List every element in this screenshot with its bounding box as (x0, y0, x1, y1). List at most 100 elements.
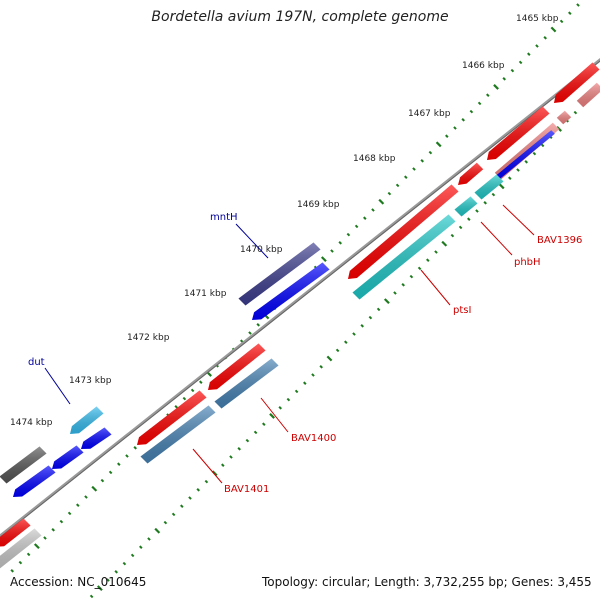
inner-ruler-tick (335, 348, 340, 353)
inner-ruler-tick (89, 594, 94, 599)
ruler-tick (527, 52, 531, 56)
ruler-tick (461, 118, 465, 122)
inner-ruler-tick (180, 504, 184, 508)
inner-ruler-tick (344, 340, 348, 344)
ruler-tick (363, 216, 367, 220)
ruler-label: 1468 kbp (353, 154, 396, 164)
ruler-tick (26, 552, 31, 557)
ruler-tick (510, 68, 515, 73)
ruler-tick (84, 495, 88, 499)
gene-label-ptsi[interactable]: ptsI (453, 305, 471, 316)
ruler-tick (33, 543, 40, 550)
ruler-tick (543, 36, 547, 40)
accession-info: Accession: NC_010645 (10, 575, 146, 589)
gene-forward-light-shade (556, 110, 572, 125)
gene-label-mnth[interactable]: mntH (210, 212, 238, 223)
gene-forward-shade (137, 390, 207, 445)
gene-label-bav1400[interactable]: BAV1400 (291, 433, 336, 444)
inner-ruler-tick (294, 389, 299, 394)
ruler-tick (51, 528, 55, 532)
ruler-tick (493, 84, 499, 90)
gene-cyan-shade (352, 214, 456, 300)
inner-ruler-tick (434, 250, 438, 254)
gene-label-bav1401[interactable]: BAV1401 (224, 484, 269, 495)
inner-ruler-tick (475, 209, 479, 213)
inner-ruler-tick (401, 283, 405, 287)
ruler-tick (320, 256, 327, 263)
inner-ruler-tick (286, 397, 291, 402)
inner-ruler-tick (508, 176, 512, 180)
gene-reverse-shade (81, 427, 112, 449)
gene-forward-shade (458, 162, 484, 185)
ruler-tick (354, 224, 359, 229)
inner-ruler-tick (147, 537, 151, 541)
inner-ruler-tick (458, 225, 463, 230)
accession-label: Accession: (10, 575, 74, 589)
inner-ruler-tick (114, 570, 118, 574)
ruler-tick (133, 446, 137, 450)
gene-forward-light-shade (576, 82, 600, 108)
gene-label-phbh[interactable]: phbH (514, 257, 541, 268)
inner-ruler-tick (352, 332, 356, 336)
gene-reverse-shade (252, 262, 330, 320)
inner-ruler-tick (516, 168, 520, 172)
genes-value: 3,455 (557, 575, 592, 589)
length-label: Length: (374, 575, 420, 589)
ruler-tick (559, 19, 564, 24)
topology-label: Topology: (262, 575, 319, 589)
inner-ruler-tick (188, 496, 192, 500)
ruler-tick (445, 134, 449, 138)
inner-ruler-tick (171, 512, 176, 517)
ruler-tick (125, 454, 129, 458)
gene-mntH-shade (238, 242, 321, 306)
ruler-tick (108, 470, 113, 475)
gene-label-dut[interactable]: dut (28, 357, 45, 368)
inner-ruler-tick (237, 447, 241, 451)
ruler-tick (256, 323, 260, 327)
ruler-tick (371, 208, 375, 212)
ruler-tick (100, 478, 105, 483)
ruler-tick (518, 60, 523, 65)
gene-reverse-shade (495, 130, 555, 180)
ruler-tick (190, 388, 195, 393)
gene-forward-shade (0, 518, 31, 547)
ruler-label: 1471 kbp (184, 289, 227, 299)
ruler-tick (395, 183, 400, 188)
inner-ruler-tick (245, 438, 250, 443)
gene-cyan-shade (454, 196, 478, 217)
map-title: Bordetella avium 197N, complete genome (151, 9, 449, 25)
gene-forward-shade (208, 343, 266, 390)
ruler-tick (420, 159, 424, 163)
genome-summary: Topology: circular; Length: 3,732,255 bp… (262, 575, 592, 589)
leader-mntH (235, 223, 269, 259)
inner-ruler-tick (139, 545, 143, 549)
leader-BAV1400 (260, 397, 289, 433)
ruler-tick (248, 331, 252, 335)
inner-ruler-tick (417, 266, 422, 271)
gene-label-bav1396[interactable]: BAV1396 (537, 235, 582, 246)
ruler-tick (378, 198, 385, 205)
ruler-label: 1474 kbp (10, 418, 53, 428)
ruler-tick (502, 77, 506, 81)
ruler-tick (117, 462, 121, 466)
ruler-tick (404, 175, 408, 179)
gene-labels: mntH dut BAV1396 phbH ptsI BAV1400 BAV1401 (28, 212, 582, 495)
gene-forward-shade (487, 106, 550, 160)
ruler-tick (435, 141, 442, 148)
inner-ruler-tick (303, 381, 307, 385)
inner-ruler-tick (196, 488, 200, 492)
ruler-tick (76, 503, 80, 507)
ruler-tick (346, 232, 351, 237)
ruler-tick (10, 569, 14, 573)
ruler-tick (174, 405, 178, 409)
ruler-tick (412, 167, 416, 171)
ruler-tick (330, 249, 334, 253)
inner-ruler-tick (491, 192, 496, 197)
inner-ruler-tick (573, 110, 578, 115)
inner-ruler-tick (154, 527, 161, 534)
ruler-track (10, 3, 580, 573)
ruler-labels: 1465 kbp 1466 kbp 1467 kbp 1468 kbp 1469 kbp… (10, 14, 559, 428)
inner-ruler-tick (409, 274, 414, 279)
ruler-label: 1470 kbp (240, 245, 283, 255)
